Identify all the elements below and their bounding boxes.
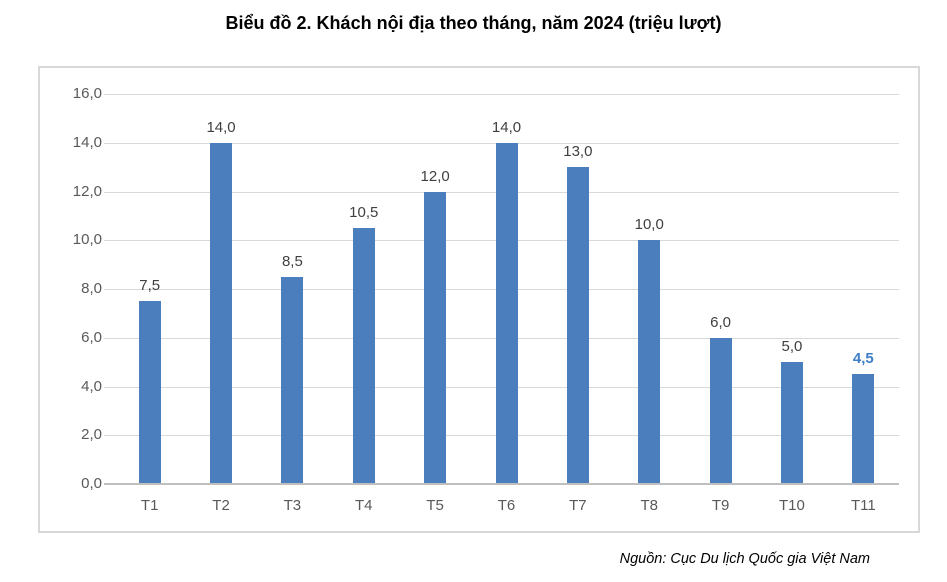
y-axis-tick-label: 16,0 xyxy=(72,85,102,102)
y-axis-tick-label: 0,0 xyxy=(81,475,102,492)
bar xyxy=(424,191,447,484)
bar xyxy=(352,228,375,484)
x-axis-tick-label: T1 xyxy=(140,497,159,514)
bar xyxy=(852,374,875,484)
plot-area: 7,5 14,0 8,5 10,5 12,0 14,0 13,0 10,0 6,0 5,0 4,5 xyxy=(104,94,899,485)
chart-area: 0,0 2,0 4,0 6,0 8,0 10,0 12,0 14,0 16,0 7,5 14,0 8… xyxy=(38,66,920,533)
source-note: Nguồn: Cục Du lịch Quốc gia Việt Nam xyxy=(619,551,870,567)
y-axis-tick-label: 12,0 xyxy=(72,182,102,200)
y-axis-tick-label: 8,0 xyxy=(81,280,102,297)
bar xyxy=(281,276,304,484)
bar xyxy=(709,337,732,484)
bar xyxy=(495,142,518,484)
x-axis-tick-label: T11 xyxy=(850,497,876,514)
bar xyxy=(566,167,589,484)
y-axis-tick-label: 6,0 xyxy=(81,328,102,346)
bar-value-label: 6,0 xyxy=(710,313,732,331)
x-axis-tick-label: T8 xyxy=(640,497,658,514)
bar xyxy=(638,240,661,484)
bar xyxy=(210,142,233,484)
x-axis-tick-label: T9 xyxy=(711,497,730,514)
x-axis-tick-label: T7 xyxy=(569,497,587,514)
bar-value-label: 12,0 xyxy=(420,167,450,185)
x-axis: T1 T2 T3 T4 T5 T6 T7 T8 T9 T10 T11 xyxy=(114,496,899,516)
bar-value-label: 13,0 xyxy=(563,143,593,161)
bar-value-label: 10,5 xyxy=(349,204,379,222)
bar-value-label: 14,0 xyxy=(491,118,522,136)
x-axis-tick-label: T4 xyxy=(355,497,373,514)
y-axis-tick-label: 2,0 xyxy=(81,426,102,444)
bar-value-label: 5,0 xyxy=(781,338,803,356)
chart-title: Biểu đồ 2. Khách nội địa theo tháng, năm… xyxy=(225,13,722,33)
y-axis-tick-label: 4,0 xyxy=(81,377,102,395)
x-axis-tick-label: T5 xyxy=(426,497,444,514)
bar-value-label: 14,0 xyxy=(206,118,236,136)
bar-value-label: 7,5 xyxy=(139,277,161,295)
bar xyxy=(780,362,803,484)
x-axis-tick-label: T6 xyxy=(497,497,516,514)
y-axis-tick-label: 14,0 xyxy=(72,133,102,151)
bar xyxy=(138,301,161,484)
axis-baseline xyxy=(104,483,899,485)
bar-value-label: 10,0 xyxy=(634,216,664,234)
bar-value-label: 4,5 xyxy=(852,350,874,368)
x-axis-tick-label: T3 xyxy=(283,497,302,514)
x-axis-tick-label: T2 xyxy=(212,497,230,514)
y-axis: 0,0 2,0 4,0 6,0 8,0 10,0 12,0 14,0 16,0 xyxy=(40,86,102,492)
y-axis-tick-label: 10,0 xyxy=(72,231,102,249)
bar-value-label: 8,5 xyxy=(281,252,303,270)
gridline xyxy=(104,94,899,95)
x-axis-tick-label: T10 xyxy=(779,497,805,514)
